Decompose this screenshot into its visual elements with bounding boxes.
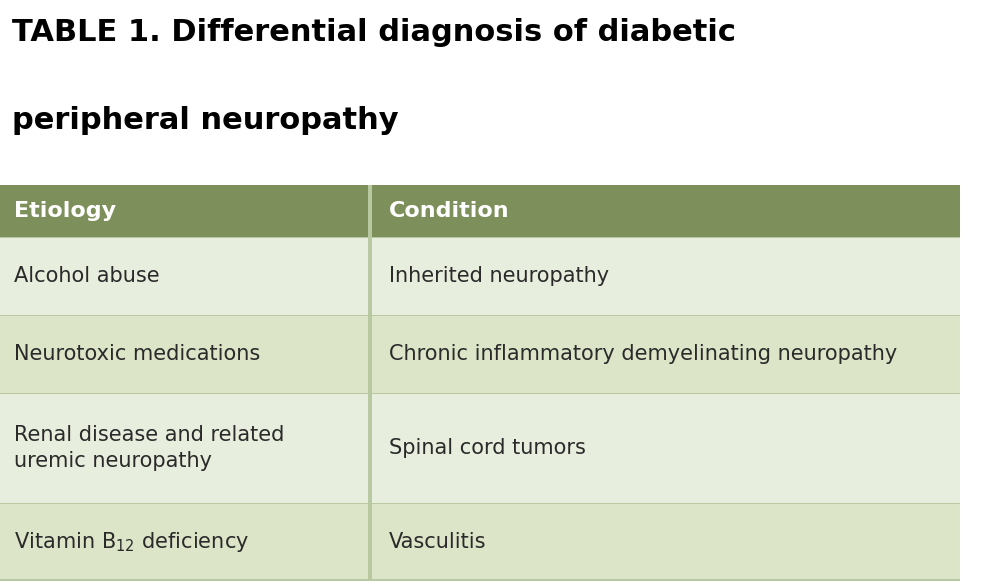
Text: Vasculitis: Vasculitis	[389, 532, 486, 552]
Bar	[0, 185, 960, 237]
Bar	[368, 185, 372, 581]
Text: Chronic inflammatory demyelinating neuropathy: Chronic inflammatory demyelinating neuro…	[389, 344, 897, 364]
Text: Alcohol abuse: Alcohol abuse	[14, 266, 160, 286]
Bar	[0, 393, 960, 394]
Text: Condition: Condition	[389, 201, 510, 221]
Bar	[0, 315, 960, 316]
Text: Etiology: Etiology	[14, 201, 117, 221]
Bar	[0, 393, 960, 503]
Bar	[0, 503, 960, 504]
Bar	[0, 315, 960, 393]
Bar	[0, 503, 960, 581]
Text: TABLE 1. Differential diagnosis of diabetic: TABLE 1. Differential diagnosis of diabe…	[11, 18, 736, 46]
Bar	[0, 579, 960, 581]
Text: Neurotoxic medications: Neurotoxic medications	[14, 344, 260, 364]
Text: Spinal cord tumors: Spinal cord tumors	[389, 438, 586, 458]
Bar	[0, 237, 960, 238]
Text: Inherited neuropathy: Inherited neuropathy	[389, 266, 609, 286]
Text: Vitamin B$_{12}$ deficiency: Vitamin B$_{12}$ deficiency	[14, 530, 249, 554]
Bar	[0, 237, 960, 315]
Text: peripheral neuropathy: peripheral neuropathy	[11, 106, 398, 134]
Text: Renal disease and related
uremic neuropathy: Renal disease and related uremic neuropa…	[14, 425, 284, 471]
